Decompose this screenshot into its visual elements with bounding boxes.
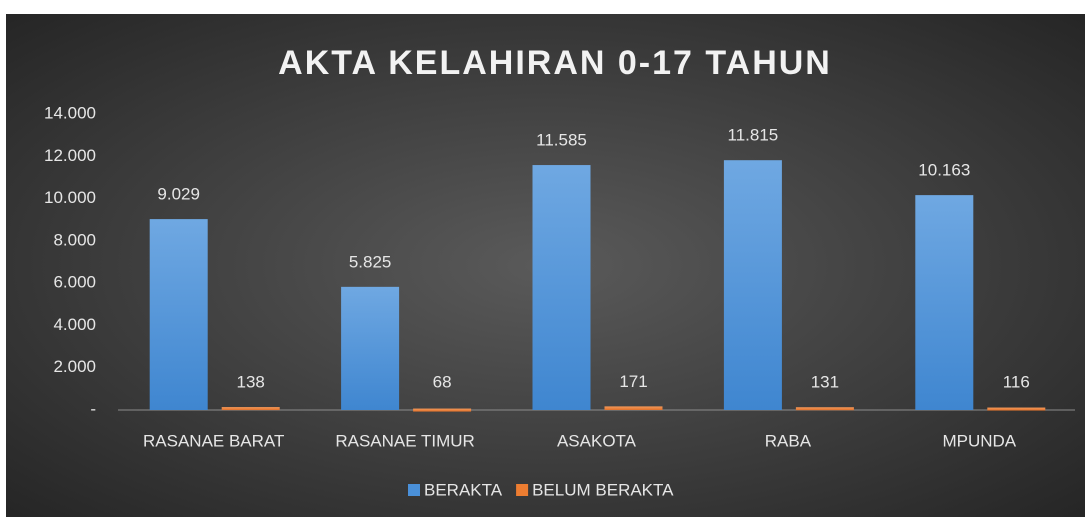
y-tick-label: 8.000 <box>53 230 96 249</box>
bar <box>604 406 663 410</box>
x-tick-label: ASAKOTA <box>557 431 637 450</box>
data-label: 9.029 <box>157 185 200 204</box>
chart-title: AKTA KELAHIRAN 0-17 TAHUN <box>278 44 832 82</box>
legend-label: BELUM BERAKTA <box>532 480 674 499</box>
bar <box>341 286 400 410</box>
x-tick-label: MPUNDA <box>942 431 1016 450</box>
data-label: 10.163 <box>918 161 970 180</box>
data-label: 11.585 <box>536 131 587 150</box>
data-label: 138 <box>237 372 265 391</box>
bar <box>149 219 208 410</box>
bar <box>915 195 974 410</box>
data-label: 171 <box>619 372 647 391</box>
bar <box>723 160 782 410</box>
y-tick-label: 14.000 <box>44 103 96 122</box>
bar <box>221 407 280 411</box>
legend-swatch <box>516 484 529 496</box>
y-tick-label: 10.000 <box>44 188 96 207</box>
x-tick-label: RASANAE TIMUR <box>335 431 475 450</box>
y-tick-label: 12.000 <box>44 146 96 165</box>
y-tick-label: 4.000 <box>53 315 96 334</box>
legend-swatch <box>408 484 420 496</box>
bar <box>532 165 591 410</box>
data-label: 5.825 <box>349 252 392 271</box>
y-tick-label: 6.000 <box>53 273 96 292</box>
y-tick-label: - <box>90 399 96 418</box>
y-tick-label: 2.000 <box>53 357 96 376</box>
x-tick-label: RASANAE BARAT <box>143 431 284 450</box>
data-label: 131 <box>811 372 839 391</box>
data-label: 11.815 <box>728 126 779 145</box>
data-label: 68 <box>433 372 452 391</box>
data-label: 116 <box>1003 372 1030 391</box>
bar <box>987 407 1046 411</box>
bar <box>413 408 472 412</box>
bar <box>795 407 854 411</box>
legend-label: BERAKTA <box>424 480 503 499</box>
x-tick-label: RABA <box>765 431 812 450</box>
